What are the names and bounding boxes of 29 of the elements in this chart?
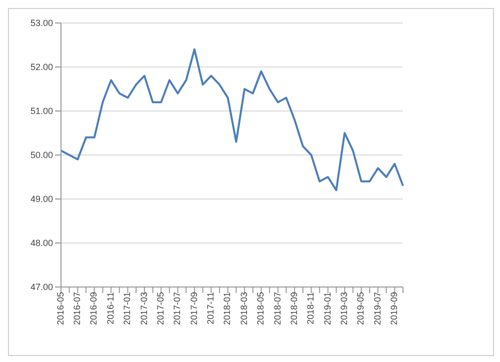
x-tick-label: 2016-11 [105,292,116,324]
x-tick-label: 2018-11 [306,292,316,324]
x-tick-label: 2017-05 [155,292,166,326]
x-tick-label: 2018-07 [272,292,282,326]
y-tick-label: 47.00 [30,282,53,292]
x-tick-label: 2017-07 [172,292,182,326]
x-tick-label: 2016-09 [88,292,99,326]
y-tick-label: 50.00 [30,150,53,160]
line-series [60,48,404,192]
y-tick-label: 52.00 [30,62,53,72]
y-tick-label: 48.00 [30,238,53,248]
x-tick-label: 2019-03 [339,292,349,326]
x-tick-label: 2018-09 [288,292,299,326]
x-tick-label: 2016-07 [72,292,82,326]
x-tick-label: 2018-05 [256,292,266,326]
x-tick-label: 2018-03 [238,292,249,326]
x-tick-label: 2017-11 [206,292,216,324]
x-tick-label: 2019-09 [389,292,400,326]
y-tick-label: 49.00 [30,194,53,204]
x-tick-label: 2019-07 [372,292,382,326]
x-tick-label: 2017-03 [138,292,149,326]
x-tick-label: 2017-01 [122,292,132,326]
x-tick-label: 2018-01 [222,292,232,326]
y-tick-label: 53.00 [30,18,53,28]
x-tick-label: 2019-01 [322,292,332,326]
y-tick-label: 51.00 [30,106,53,116]
x-tick-label: 2019-05 [356,292,366,326]
x-tick-label: 2016-05 [55,292,66,326]
x-tick-label: 2017-09 [188,292,199,326]
